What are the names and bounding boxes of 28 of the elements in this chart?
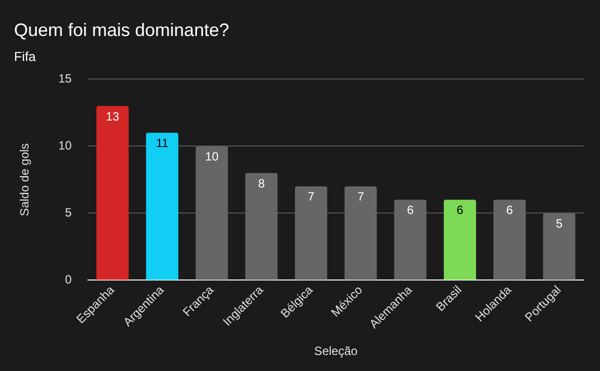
y-axis-title: Saldo de gols <box>18 143 32 216</box>
data-label: 11 <box>156 136 169 150</box>
bar <box>146 132 178 280</box>
y-tick-label: 0 <box>65 272 72 287</box>
data-label: 6 <box>406 203 414 218</box>
data-label: 6 <box>506 203 514 218</box>
chart-title: Quem foi mais dominante? <box>14 20 230 40</box>
data-label: 8 <box>258 176 266 190</box>
y-tick-label: 5 <box>65 206 72 220</box>
bar <box>196 146 228 280</box>
bar <box>394 200 426 280</box>
data-label: 7 <box>357 190 364 204</box>
data-label: 10 <box>205 150 219 164</box>
bar <box>344 186 377 280</box>
bar <box>294 186 328 280</box>
bar <box>245 173 278 280</box>
x-axis-title: Seleção <box>314 344 358 358</box>
y-tick-label: 10 <box>58 138 72 153</box>
data-label: 6 <box>456 203 464 218</box>
bar <box>96 106 129 280</box>
bar <box>444 200 476 280</box>
data-label: 5 <box>556 216 563 231</box>
bar <box>543 213 576 280</box>
data-label: 13 <box>106 109 120 124</box>
y-tick-label: 15 <box>58 72 72 86</box>
chart-subtitle: Fifa <box>14 48 36 64</box>
data-label: 7 <box>308 190 315 204</box>
bar <box>493 200 526 280</box>
